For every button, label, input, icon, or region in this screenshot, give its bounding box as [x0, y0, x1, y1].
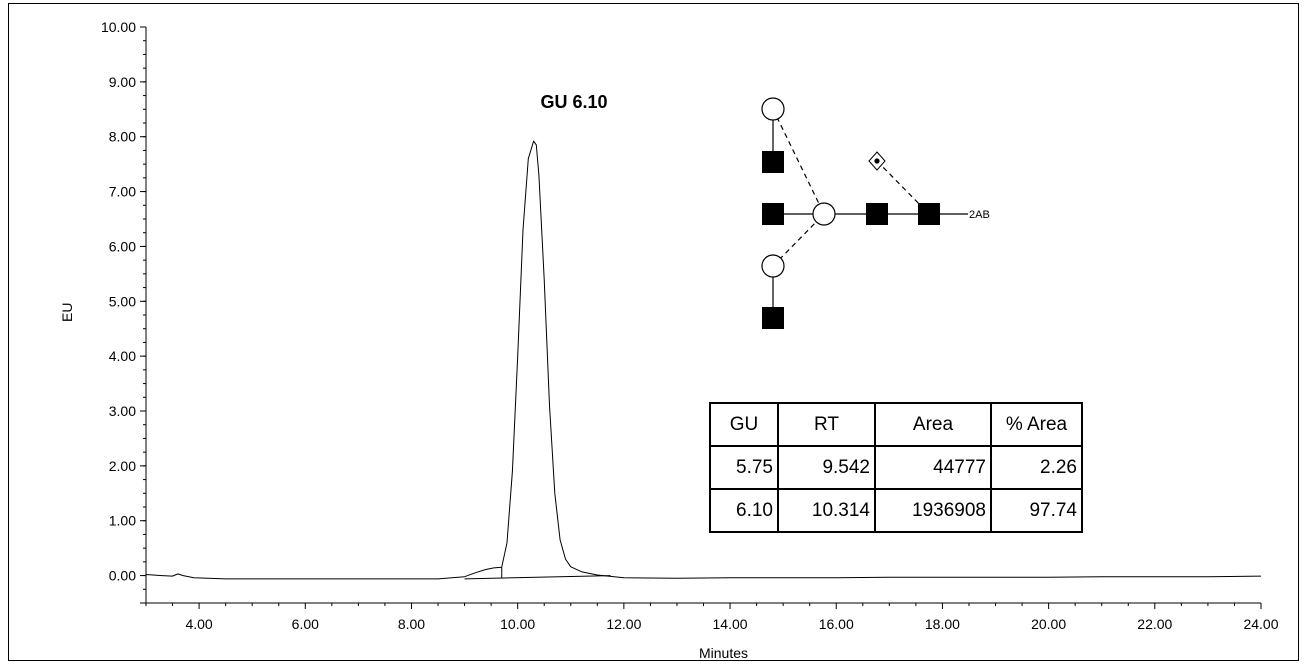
table-header: % Area: [990, 402, 1083, 447]
y-tick-label: 0.00: [109, 568, 136, 584]
table-header: RT: [777, 402, 876, 447]
mannose-circle-icon: [761, 254, 785, 278]
y-tick-label: 6.00: [109, 238, 136, 254]
y-tick-label: 7.00: [109, 184, 136, 200]
glcnac-square-icon: [918, 203, 940, 225]
chromatogram-frame: [8, 3, 1299, 661]
fucose-diamond-dot-icon: [874, 158, 880, 164]
x-tick-label: 12.00: [606, 616, 641, 632]
y-tick-label: 9.00: [109, 74, 136, 90]
x-tick-label: 6.00: [292, 616, 319, 632]
table-cell: 97.74: [990, 488, 1083, 533]
galactose-circle-icon: [761, 97, 785, 121]
x-tick-label: 10.00: [500, 616, 535, 632]
table-cell: 1936908: [874, 488, 992, 533]
y-tick-label: 10.00: [101, 19, 136, 35]
x-tick-label: 24.00: [1243, 616, 1278, 632]
glycan-link: [772, 213, 825, 267]
table-header: GU: [709, 402, 779, 447]
axes: 0.00 1.00 2.00 3.00 4.00 5.00 6.00 7.00 8.00 9.00…: [59, 19, 1279, 661]
integration-baseline: [464, 575, 611, 580]
x-axis-title: Minutes: [699, 645, 748, 661]
glcnac-square-icon: [866, 203, 888, 225]
table-cell: 2.26: [990, 445, 1083, 490]
table-cell: 10.314: [777, 488, 876, 533]
y-axis-title: EU: [59, 303, 75, 322]
y-tick-label: 2.00: [109, 458, 136, 474]
glcnac-square-icon: [762, 307, 784, 329]
table-cell: 44777: [874, 445, 992, 490]
glycan-link: [876, 160, 930, 215]
reducing-end-label: 2AB: [969, 209, 990, 221]
y-tick-label: 3.00: [109, 403, 136, 419]
x-tick-label: 4.00: [185, 616, 212, 632]
table-header: Area: [874, 402, 992, 447]
y-tick-label: 4.00: [109, 348, 136, 364]
table-row: 5.75 9.542 44777 2.26: [709, 445, 1083, 490]
x-tick-label: 18.00: [925, 616, 960, 632]
x-tick-label: 8.00: [398, 616, 425, 632]
glcnac-square-icon: [762, 203, 784, 225]
table-cell: 6.10: [709, 488, 779, 533]
results-table: GU RT Area % Area 5.75 9.542 44777 2.26 …: [709, 402, 1083, 533]
x-tick-label: 14.00: [713, 616, 748, 632]
series-line: [145, 140, 1262, 580]
table-header-row: GU RT Area % Area: [709, 402, 1083, 447]
y-tick-label: 5.00: [109, 293, 136, 309]
y-tick-label: 8.00: [109, 129, 136, 145]
trace-layer: [145, 140, 1262, 580]
table-row: 6.10 10.314 1936908 97.74: [709, 488, 1083, 533]
x-tick-label: 22.00: [1137, 616, 1172, 632]
glycan-link: [772, 108, 825, 215]
table-cell: 9.542: [777, 445, 876, 490]
x-tick-label: 20.00: [1031, 616, 1066, 632]
y-tick-label: 1.00: [109, 513, 136, 529]
table-cell: 5.75: [709, 445, 779, 490]
mannose-circle-icon: [812, 202, 836, 226]
peak-label: GU 6.10: [540, 92, 607, 112]
x-tick-label: 16.00: [819, 616, 854, 632]
glycan-structure: 2AB: [761, 97, 990, 329]
glcnac-square-icon: [762, 151, 784, 173]
